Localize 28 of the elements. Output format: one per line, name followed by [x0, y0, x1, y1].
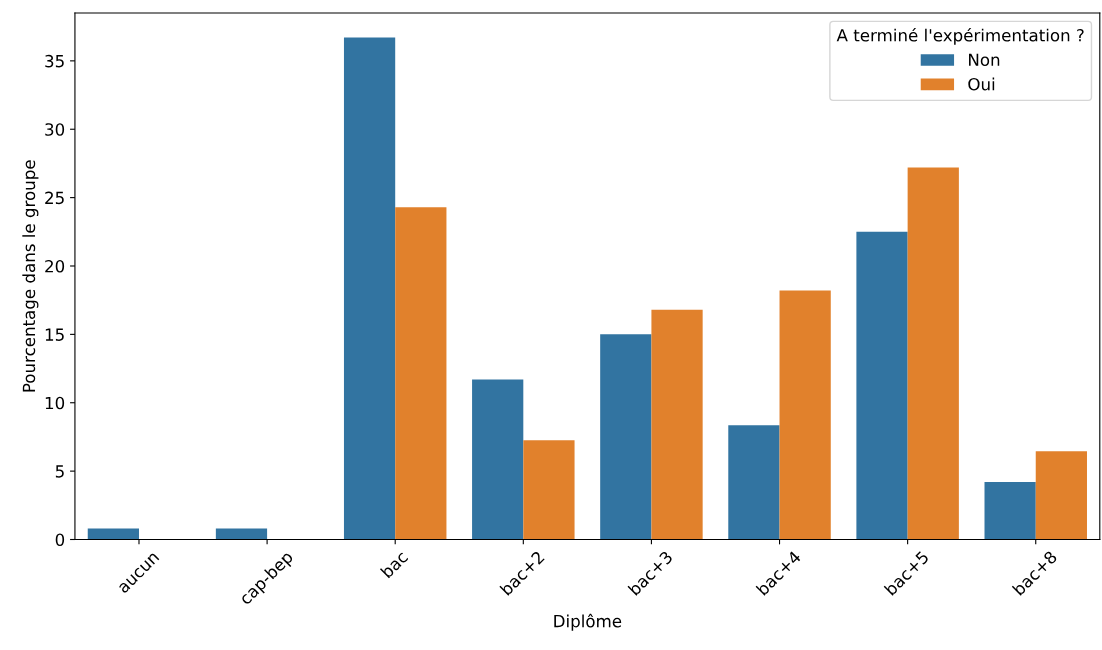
- bar: [856, 231, 908, 540]
- y-tick-label: 0: [55, 533, 65, 547]
- legend-label: Oui: [968, 77, 995, 91]
- y-tick-label: 5: [55, 465, 64, 478]
- bar: [779, 290, 831, 540]
- bar: [395, 207, 447, 540]
- bar: [215, 528, 268, 540]
- bar: [1035, 451, 1087, 540]
- y-tick-label: 20: [45, 259, 65, 273]
- y-tick-label: 15: [45, 328, 64, 341]
- y-tick-label: 35: [45, 54, 64, 68]
- bar: [523, 440, 575, 540]
- x-axis-title: Diplôme: [554, 613, 622, 631]
- y-axis-title: Pourcentage dans le groupe: [22, 160, 39, 392]
- legend-label: Non: [969, 53, 1000, 67]
- y-tick-label: 30: [45, 123, 65, 136]
- y-tick-label: 10: [45, 396, 65, 410]
- legend-title: A terminé l'expérimentation ?: [836, 28, 1084, 45]
- y-tick-label: 25: [45, 191, 64, 205]
- bar: [87, 528, 139, 540]
- bar: [600, 334, 652, 540]
- bar: [907, 167, 959, 540]
- bar: [651, 309, 703, 540]
- bar: [343, 37, 396, 540]
- x-tick-label: bac: [379, 549, 409, 579]
- bar: [472, 379, 524, 540]
- bar: [728, 425, 780, 540]
- bar: [984, 482, 1036, 540]
